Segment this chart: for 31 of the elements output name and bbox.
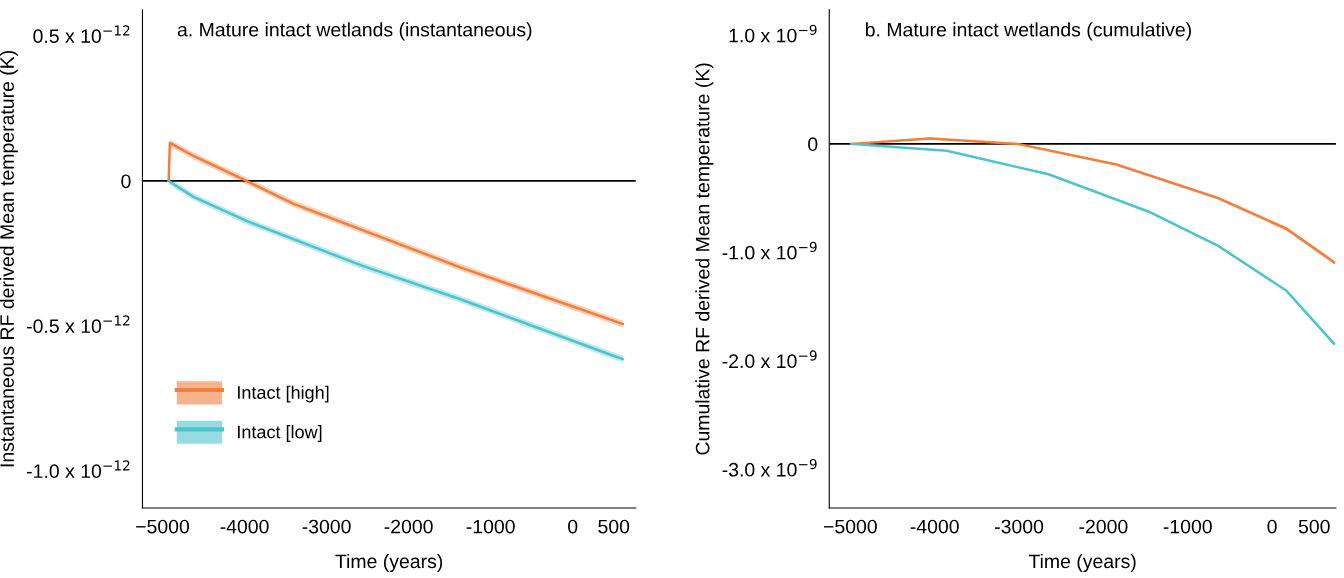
x-tick-label: −5000 bbox=[136, 519, 190, 534]
y-tick-label: 0 bbox=[808, 137, 818, 152]
x-tick-label: -4000 bbox=[910, 519, 959, 534]
x-tick-label: -3000 bbox=[995, 519, 1044, 534]
x-tick-label: −5000 bbox=[823, 519, 877, 534]
text: a. Mature intact wetlands (instantaneous) bbox=[177, 22, 532, 41]
y-tick-label: 0 bbox=[121, 174, 131, 189]
y-tick-label: 0.5 x 10$^{−12}$ bbox=[33, 25, 130, 44]
y-tick-label: -0.5 x 10$^{−12}$ bbox=[27, 315, 130, 334]
x-tick-label: 500 bbox=[598, 519, 630, 534]
y-tick-label: -1.0 x 10$^{−9}$ bbox=[722, 241, 817, 260]
x-axis-title: Time (years) bbox=[1028, 553, 1136, 573]
x-axis-title: Time (years) bbox=[335, 553, 443, 573]
x-tick-label: -4000 bbox=[220, 519, 269, 534]
legend-label: Intact [high] bbox=[238, 385, 329, 403]
legend-label: Intact [low] bbox=[238, 425, 322, 442]
x-tick-label: 0 bbox=[1267, 519, 1277, 534]
x-tick-label: -2000 bbox=[1079, 519, 1128, 534]
x-tick-label: 500 bbox=[1298, 519, 1330, 534]
y-axis-title: Cumulative RF derived Mean temperature (K) bbox=[695, 63, 714, 455]
y-tick-label: -2.0 x 10$^{−9}$ bbox=[722, 350, 817, 369]
x-tick-label: -3000 bbox=[302, 519, 351, 534]
x-tick-label: -2000 bbox=[384, 519, 433, 534]
y-tick-label: 1.0 x 10$^{−9}$ bbox=[729, 24, 817, 43]
x-tick-label: -1000 bbox=[1163, 519, 1212, 534]
y-axis-title: Instantaneous RF derived Mean temperature (K) bbox=[0, 51, 18, 467]
x-tick-label: 0 bbox=[568, 519, 578, 534]
y-tick-label: -3.0 x 10$^{−9}$ bbox=[722, 458, 817, 477]
y-tick-label: -1.0 x 10$^{−12}$ bbox=[27, 460, 130, 479]
x-tick-label: -1000 bbox=[466, 519, 515, 534]
text: b. Mature intact wetlands (cumulative) bbox=[865, 22, 1191, 41]
